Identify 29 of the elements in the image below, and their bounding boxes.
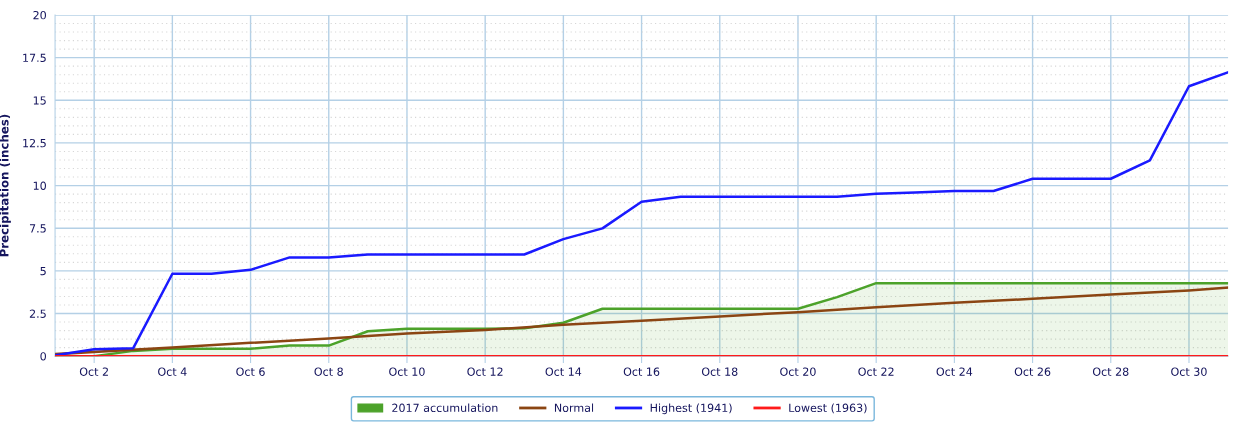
x-tick-label: Oct 22 (858, 367, 894, 376)
y-tick-label: 20 (33, 10, 46, 20)
y-tick-label: 2.5 (29, 309, 46, 318)
legend-label: 2017 accumulation (392, 403, 498, 413)
x-tick-label: Oct 6 (236, 367, 265, 376)
x-tick-label: Oct 18 (701, 367, 738, 376)
x-tick-label: Oct 8 (314, 367, 343, 376)
x-tick-label: Oct 14 (545, 367, 582, 376)
x-tick-label: Oct 28 (1092, 367, 1129, 376)
x-tick-label: Oct 10 (389, 367, 425, 376)
x-tick-label: Oct 2 (79, 367, 108, 376)
y-tick-label: 5 (40, 266, 46, 276)
x-tick-label: Oct 20 (780, 367, 816, 376)
x-tick-label: Oct 12 (467, 367, 503, 376)
y-tick-label: 15 (33, 96, 46, 105)
legend-label: Lowest (1963) (789, 403, 867, 414)
x-tick-label: Oct 16 (623, 367, 660, 376)
y-tick-label: 10 (33, 181, 46, 190)
x-tick-label: Oct 30 (1171, 367, 1207, 376)
y-tick-label: 0 (40, 352, 46, 361)
legend-label: Highest (1941) (650, 403, 732, 415)
x-tick-label: Oct 26 (1014, 367, 1051, 376)
y-tick-label: 7.5 (29, 224, 46, 233)
x-tick-label: Oct 24 (936, 367, 973, 376)
y-axis-title: Precipitation (inches) (0, 114, 11, 257)
y-tick-label: 12.5 (23, 138, 46, 148)
legend-label: Normal (554, 403, 594, 413)
y-tick-label: 17.5 (23, 53, 46, 63)
x-tick-label: Oct 4 (158, 367, 187, 376)
